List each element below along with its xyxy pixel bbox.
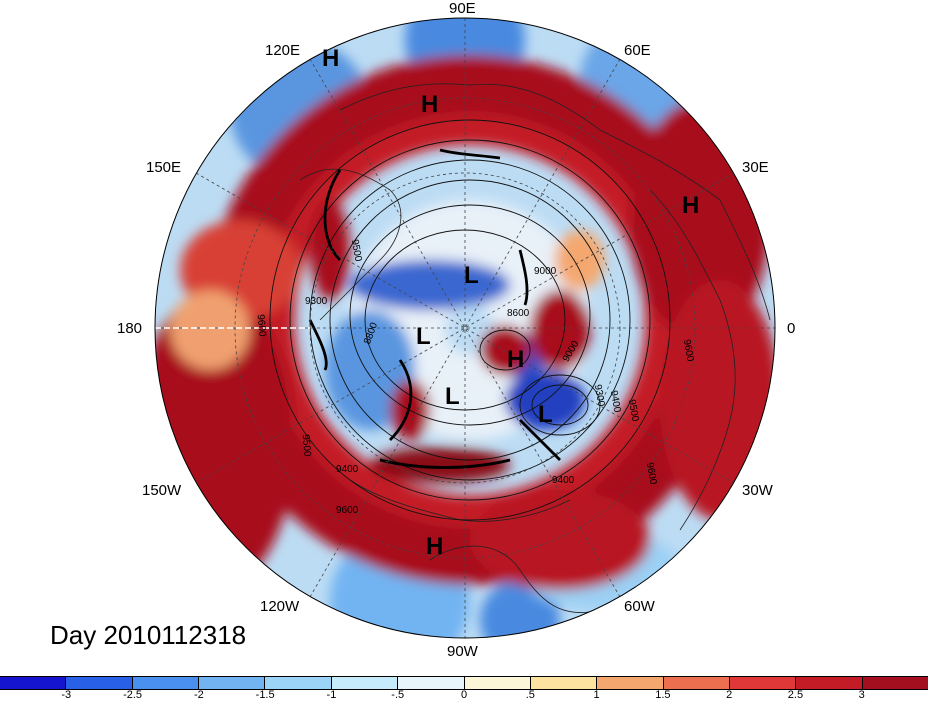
lon-label-0: 0	[787, 320, 796, 337]
map-border	[154, 17, 776, 639]
colorbar-tick-label: 1	[593, 689, 600, 701]
contour-label: 9000	[534, 266, 557, 277]
colorbar-segment	[597, 677, 664, 689]
high-center: H	[421, 91, 439, 118]
high-center: H	[682, 192, 700, 219]
low-center: L	[416, 323, 431, 350]
low-center: L	[445, 383, 460, 410]
colorbar-tick-label: -.5	[391, 689, 405, 701]
colorbar-segment	[464, 677, 531, 689]
colorbar-tick-label: 2.5	[787, 689, 804, 701]
colorbar-tick-label: -1	[326, 689, 337, 701]
lon-label-120w: 120W	[260, 598, 300, 615]
colorbar-segment	[862, 677, 928, 689]
lon-label-30w: 30W	[742, 482, 773, 499]
contour-label: 9400	[552, 475, 575, 486]
colorbar-segment	[66, 677, 133, 689]
lon-label-120e: 120E	[265, 42, 301, 59]
colorbar-segment	[265, 677, 332, 689]
colorbar-segment	[796, 677, 863, 689]
colorbar-segment	[663, 677, 730, 689]
lon-label-30e: 30E	[742, 159, 769, 176]
contour-label: 9300	[305, 296, 328, 307]
high-center: H	[507, 346, 525, 373]
high-center: H	[426, 533, 444, 560]
colorbar-segment	[530, 677, 598, 689]
contour-label: 9400	[336, 464, 359, 475]
colorbar-segment	[0, 677, 67, 689]
lon-label-60w: 60W	[624, 598, 655, 615]
lon-label-60e: 60E	[624, 42, 651, 59]
low-center: L	[464, 262, 479, 289]
lon-label-180: 180	[117, 320, 143, 337]
colorbar-tick-label: 1.5	[655, 689, 671, 701]
polar-map	[154, 17, 776, 639]
colorbar-tick-label: .5	[525, 689, 535, 701]
colorbar-segment	[132, 677, 200, 689]
wind-contours	[308, 148, 561, 469]
colorbar-segment	[729, 677, 797, 689]
colorbar-tick-label: -1.5	[255, 689, 275, 701]
colorbar-tick-label: -2	[193, 689, 204, 701]
colorbar-segment	[199, 677, 266, 689]
lon-label-150w: 150W	[142, 482, 182, 499]
colorbar-segment	[398, 677, 465, 689]
date-title: Day 2010112318	[50, 620, 247, 650]
lon-label-90w: 90W	[447, 643, 478, 660]
contour-label: 8600	[507, 308, 530, 319]
colorbar-segment	[331, 677, 399, 689]
high-center: H	[322, 45, 340, 72]
colorbar-tick-label: 0	[460, 689, 468, 701]
low-center: L	[538, 401, 553, 428]
colorbar-tick-label: 2	[726, 689, 733, 701]
contour-label: 9500	[299, 433, 313, 458]
colorbar-tick-label: -2.5	[123, 689, 143, 701]
contour-label: 9600	[254, 313, 268, 338]
lon-label-90e: 90E	[449, 0, 476, 17]
lon-label-150e: 150E	[146, 159, 182, 176]
colorbar	[0, 676, 928, 690]
colorbar-tick-label: 3	[858, 689, 865, 701]
coastlines	[299, 83, 771, 613]
colorbar-tick-label: -3	[61, 689, 72, 701]
anomaly-field	[155, 18, 775, 638]
contour-label: 9600	[336, 505, 359, 516]
